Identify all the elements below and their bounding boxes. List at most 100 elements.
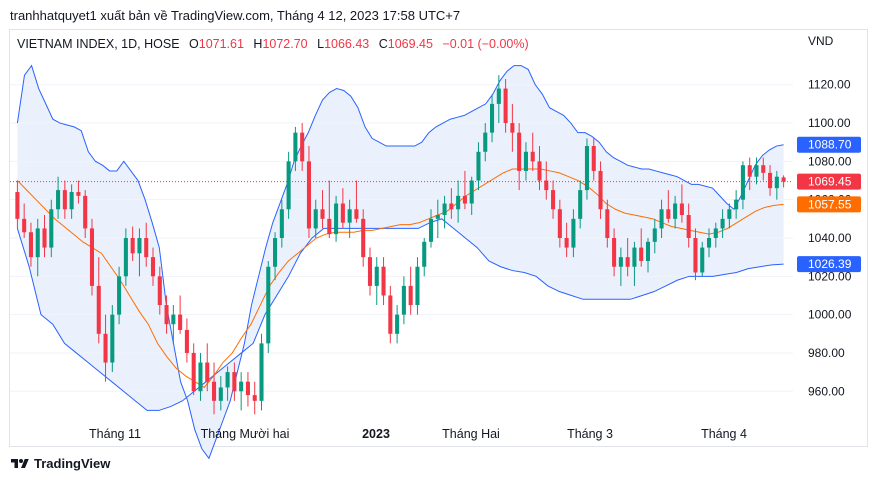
candle-body xyxy=(734,199,739,210)
candle-body xyxy=(354,209,359,219)
candle-body xyxy=(612,238,617,267)
x-tick-label: Tháng 11 xyxy=(89,427,141,441)
footer-brand[interactable]: TradingView xyxy=(10,456,110,471)
candle-body xyxy=(557,209,562,238)
y-tick-label: 1020.00 xyxy=(808,269,852,283)
price-badge xyxy=(797,196,861,213)
axis-layer: 1120.001100.001080.001060.001040.001020.… xyxy=(89,34,861,441)
bb-fill-layer xyxy=(17,65,784,459)
candle-body xyxy=(605,209,610,238)
bb-lines-layer xyxy=(10,64,793,460)
candle-body xyxy=(110,314,115,363)
x-tick-label: Tháng 4 xyxy=(701,427,747,441)
candle-body xyxy=(727,209,732,219)
candle-body xyxy=(537,161,542,181)
currency-label: VND xyxy=(808,34,834,48)
candle-body xyxy=(747,165,752,177)
candle-body xyxy=(713,228,718,238)
candle-body xyxy=(639,247,644,261)
candle-body xyxy=(388,295,393,334)
candle-body xyxy=(69,192,74,210)
y-tick-label: 1100.00 xyxy=(808,116,851,130)
candle-body xyxy=(239,381,244,392)
close-value: 1069.45 xyxy=(387,37,433,51)
candle-body xyxy=(435,215,440,219)
candle-body xyxy=(618,257,623,267)
candle-body xyxy=(496,88,501,104)
tradingview-logo-icon xyxy=(11,458,29,468)
candle-body xyxy=(422,241,427,267)
symbol-name: VIETNAM INDEX, 1D, HOSE xyxy=(17,37,180,51)
candle-body xyxy=(720,218,725,229)
candle-body xyxy=(266,266,271,344)
candle-body xyxy=(293,132,298,162)
candle-body xyxy=(706,238,712,248)
candle-body xyxy=(544,180,549,191)
candle-body xyxy=(551,190,556,210)
candle-body xyxy=(768,172,773,189)
candle-body xyxy=(469,180,474,204)
candle-body xyxy=(381,266,386,296)
candle-body xyxy=(347,209,352,223)
candle-body xyxy=(334,203,339,235)
candle-body xyxy=(327,218,332,235)
candle-body xyxy=(754,165,759,177)
candle-body xyxy=(449,203,454,210)
high-value: 1072.70 xyxy=(262,37,308,51)
candle-body xyxy=(286,161,291,210)
bb-basis-line xyxy=(17,168,784,389)
price-badge-label: 1057.55 xyxy=(808,197,852,211)
candle-body xyxy=(279,209,284,238)
candle-body xyxy=(645,241,651,261)
candle-body xyxy=(191,352,196,392)
candle-body xyxy=(313,209,318,229)
candle-body xyxy=(28,232,33,258)
candle-body xyxy=(252,395,257,401)
candle-body xyxy=(117,276,122,315)
candle-body xyxy=(652,228,657,242)
candle-body xyxy=(686,215,691,238)
candle-body xyxy=(659,209,664,229)
candle-body xyxy=(130,238,135,254)
candle-body xyxy=(483,132,488,152)
price-badge xyxy=(797,136,861,153)
candle-body xyxy=(15,192,20,219)
candle-body xyxy=(591,146,596,171)
candle-body xyxy=(462,195,467,204)
low-label: L xyxy=(317,37,325,51)
candle-body xyxy=(740,165,745,200)
low-value: 1066.43 xyxy=(324,37,370,51)
bb-lower-line xyxy=(16,218,784,411)
candle-body xyxy=(340,203,345,223)
candle-body xyxy=(164,305,169,325)
candle-body xyxy=(49,209,54,248)
close-label: C xyxy=(378,37,388,51)
price-badge xyxy=(797,256,861,273)
candle-body xyxy=(157,276,162,306)
candle-body xyxy=(761,165,766,173)
candle-body xyxy=(184,329,189,353)
candle-body xyxy=(218,387,223,401)
candles-layer xyxy=(15,75,786,415)
candle-body xyxy=(442,203,447,216)
y-tick-label: 980.00 xyxy=(808,346,845,360)
candle-body xyxy=(178,314,183,330)
candle-body xyxy=(456,195,461,210)
y-tick-label: 1000.00 xyxy=(808,308,852,322)
price-badge-label: 1026.39 xyxy=(808,257,852,271)
candle-body xyxy=(679,203,684,216)
price-badge-label: 1088.70 xyxy=(808,138,852,152)
candle-body xyxy=(198,362,203,392)
candle-body xyxy=(428,218,434,242)
y-tick-label: 960.00 xyxy=(808,384,845,398)
candle-body xyxy=(564,238,569,248)
candle-body xyxy=(625,257,630,267)
chart-frame xyxy=(9,29,868,447)
candle-body xyxy=(361,218,366,258)
candle-body xyxy=(225,372,230,388)
change-value: −0.01 (−0.00%) xyxy=(442,37,529,51)
candle-body xyxy=(96,285,101,334)
candle-body xyxy=(89,228,95,286)
candle-body xyxy=(62,190,67,210)
